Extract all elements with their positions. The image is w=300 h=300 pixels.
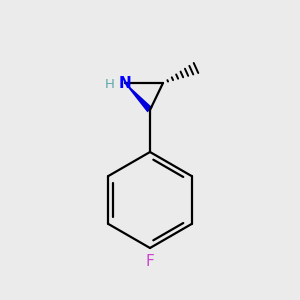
Text: H: H [105,77,115,91]
Text: N: N [118,76,131,91]
Text: F: F [146,254,154,269]
Polygon shape [124,83,153,112]
